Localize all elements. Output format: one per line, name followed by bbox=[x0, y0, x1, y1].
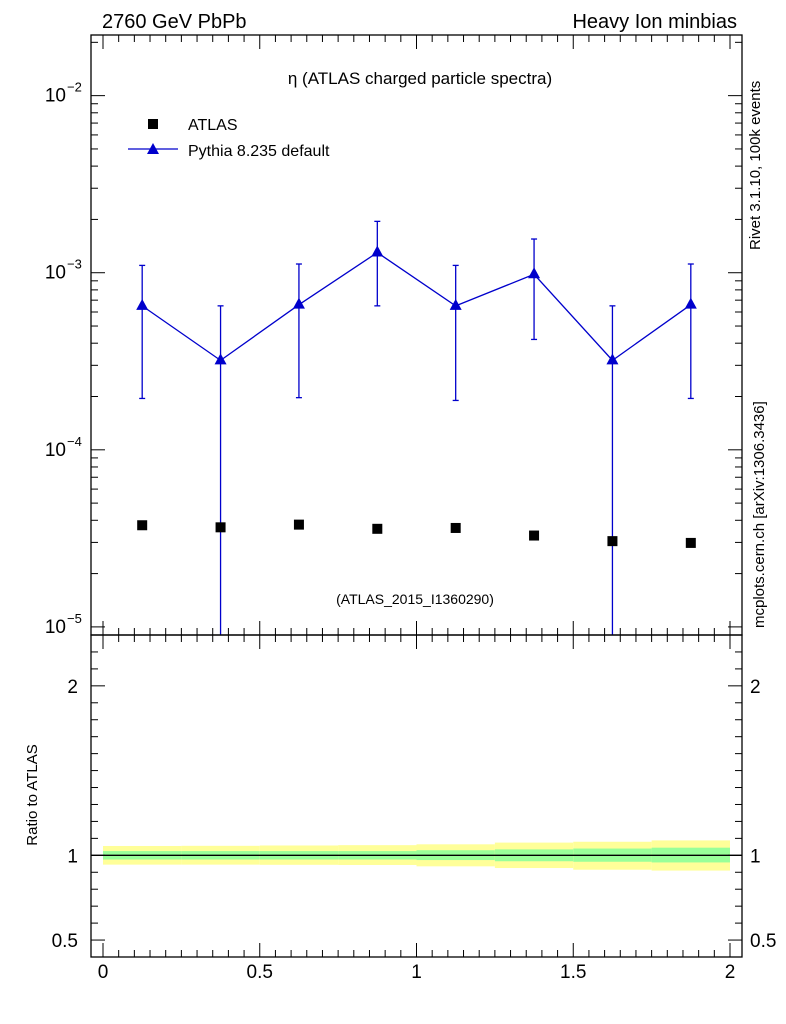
y-tick-exponent: −3 bbox=[67, 257, 82, 272]
pythia-point bbox=[606, 353, 619, 365]
ratio-panel: 0.5 0.5 1 1 2 2 0 0.5 1 1.5 2 bbox=[52, 634, 776, 983]
atlas-point bbox=[450, 522, 461, 533]
pythia-point bbox=[528, 267, 541, 279]
x-tick-label: 0.5 bbox=[247, 962, 273, 983]
y-tick-label: 10 bbox=[45, 263, 66, 284]
ratio-y-tick-label: 2 bbox=[67, 677, 78, 698]
ratio-y-tick-label-right: 1 bbox=[750, 846, 761, 867]
ratio-y-tick-label: 1 bbox=[67, 846, 78, 867]
x-tick-label: 1.5 bbox=[560, 962, 586, 983]
chart-title: η (ATLAS charged particle spectra) bbox=[288, 69, 552, 88]
y-tick-exponent: −5 bbox=[67, 611, 82, 626]
mcplots-label: mcplots.cern.ch [arXiv:1306.3436] bbox=[751, 401, 768, 628]
pythia-point bbox=[292, 297, 305, 309]
ratio-y-tick-label-right: 2 bbox=[750, 677, 761, 698]
atlas-point bbox=[137, 520, 148, 531]
x-tick-label: 1 bbox=[411, 962, 422, 983]
y-tick-label: 10 bbox=[45, 617, 66, 638]
atlas-point bbox=[685, 537, 696, 548]
data-layer bbox=[136, 220, 697, 635]
pythia-point bbox=[136, 298, 149, 310]
legend-pythia-marker bbox=[147, 143, 159, 154]
x-tick-label: 2 bbox=[725, 962, 736, 983]
atlas-point bbox=[529, 530, 540, 541]
ratio-y-tick-label-right: 0.5 bbox=[750, 931, 776, 952]
atlas-point bbox=[215, 522, 226, 533]
atlas-point bbox=[293, 519, 304, 530]
ratio-y-tick-label: 0.5 bbox=[52, 931, 78, 952]
legend: ATLAS Pythia 8.235 default bbox=[128, 117, 330, 160]
header-right: Heavy Ion minbias bbox=[572, 11, 737, 33]
x-tick-label: 0 bbox=[98, 962, 109, 983]
legend-atlas-label: ATLAS bbox=[188, 117, 238, 134]
rivet-label: Rivet 3.1.10, 100k events bbox=[747, 81, 764, 250]
y-tick-exponent: −4 bbox=[67, 434, 82, 449]
ratio-ylabel: Ratio to ATLAS bbox=[24, 744, 41, 845]
pythia-point bbox=[214, 353, 227, 365]
ratio-frame bbox=[90, 634, 743, 958]
pythia-point bbox=[684, 297, 697, 309]
legend-atlas-marker bbox=[148, 119, 158, 129]
atlas-point bbox=[607, 536, 618, 547]
legend-pythia-label: Pythia 8.235 default bbox=[188, 143, 330, 160]
y-tick-label: 10 bbox=[45, 86, 66, 107]
pythia-line bbox=[141, 251, 692, 362]
y-tick-exponent: −2 bbox=[67, 80, 82, 95]
pythia-point bbox=[371, 245, 384, 257]
watermark: (ATLAS_2015_I1360290) bbox=[336, 591, 494, 607]
atlas-point bbox=[372, 523, 383, 534]
pythia-point bbox=[449, 298, 462, 310]
y-tick-label: 10 bbox=[45, 440, 66, 461]
header-left: 2760 GeV PbPb bbox=[102, 11, 247, 33]
